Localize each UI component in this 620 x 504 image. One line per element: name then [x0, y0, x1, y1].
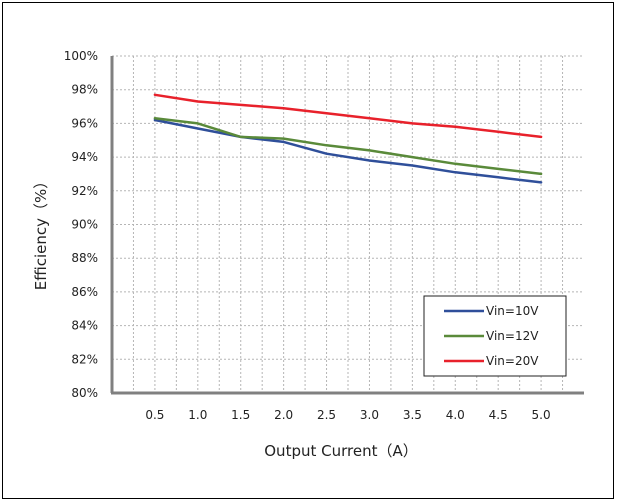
x-tick-label: 0.5 — [145, 408, 164, 422]
y-tick-label: 88% — [71, 251, 98, 265]
y-tick-label: 90% — [71, 218, 98, 232]
x-tick-label: 2.5 — [317, 408, 336, 422]
y-tick-label: 96% — [71, 116, 98, 130]
y-tick-label: 82% — [71, 352, 98, 366]
x-tick-labels: 0.5 1.0 1.5 2.0 2.5 3.0 3.5 4.0 4.5 5.0 — [145, 408, 550, 422]
x-tick-label: 3.0 — [360, 408, 379, 422]
y-tick-label: 98% — [71, 83, 98, 97]
x-tick-label: 1.5 — [231, 408, 250, 422]
legend: Vin=10V Vin=12V Vin=20V — [424, 296, 566, 376]
x-tick-label: 2.0 — [274, 408, 293, 422]
y-tick-label: 84% — [71, 319, 98, 333]
y-tick-label: 100% — [64, 49, 98, 63]
y-tick-label: 92% — [71, 184, 98, 198]
x-tick-label: 5.0 — [532, 408, 551, 422]
x-tick-label: 3.5 — [403, 408, 422, 422]
legend-label: Vin=12V — [486, 329, 539, 343]
y-tick-label: 86% — [71, 285, 98, 299]
x-tick-label: 1.0 — [188, 408, 207, 422]
x-tick-label: 4.5 — [489, 408, 508, 422]
legend-label: Vin=10V — [486, 304, 539, 318]
y-tick-label: 80% — [71, 386, 98, 400]
x-tick-label: 4.0 — [446, 408, 465, 422]
y-tick-labels: 80% 82% 84% 86% 88% 90% 92% 94% 96% 98% 100% — [64, 49, 98, 400]
legend-label: Vin=20V — [486, 354, 539, 368]
x-axis-label: Output Current（A） — [264, 442, 417, 460]
y-tick-label: 94% — [71, 150, 98, 164]
y-axis-label: Efficiency（%） — [32, 174, 50, 291]
